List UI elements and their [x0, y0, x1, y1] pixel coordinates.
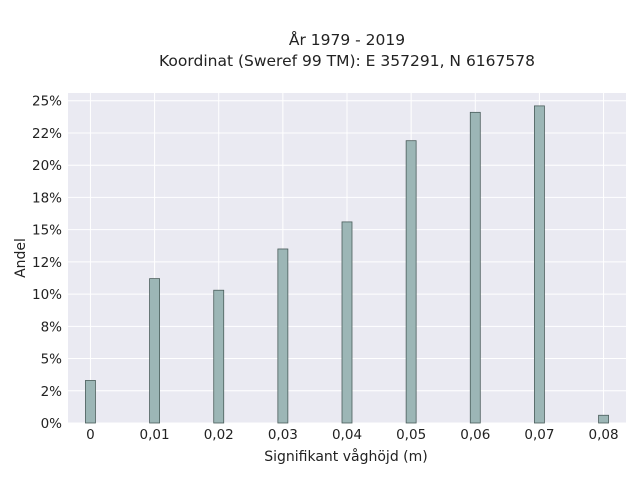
y-tick-label: 22% — [32, 126, 62, 142]
y-tick-label: 25% — [32, 94, 62, 110]
x-tick-label: 0,02 — [204, 427, 234, 443]
x-tick-label: 0,06 — [460, 427, 490, 443]
bar-0-01 — [149, 278, 160, 424]
y-tick-labels: 0% 2% 5% 8% 10% 12% 15% 18% 20% 22% 25% — [32, 94, 62, 432]
bar-0-06 — [469, 111, 481, 424]
y-tick-label: 5% — [41, 352, 63, 368]
y-tick-label: 8% — [41, 319, 63, 335]
y-tick-label: 0% — [41, 416, 63, 432]
x-tick-label: 0,05 — [396, 427, 426, 443]
chart-title-line1: År 1979 - 2019 — [289, 30, 405, 49]
y-tick-label: 2% — [41, 384, 63, 400]
x-tick-label: 0,03 — [268, 427, 298, 443]
x-tick-label: 0 — [86, 427, 95, 443]
x-axis-label: Signifikant våghöjd (m) — [264, 448, 427, 465]
bar-0-07 — [534, 105, 545, 424]
y-tick-label: 10% — [32, 287, 62, 303]
bar-0-04 — [341, 221, 353, 424]
y-tick-label: 20% — [32, 158, 62, 174]
bar-0-03 — [277, 248, 289, 424]
x-tick-label: 0,08 — [589, 427, 619, 443]
y-tick-label: 15% — [32, 223, 62, 239]
x-tick-label: 0,04 — [332, 427, 362, 443]
x-tick-label: 0,07 — [524, 427, 554, 443]
y-axis-label: Andel — [13, 238, 29, 278]
chart-title-line2: Koordinat (Sweref 99 TM): E 357291, N 61… — [159, 52, 535, 70]
bar-0-05 — [405, 140, 417, 424]
y-tick-label: 12% — [32, 255, 62, 271]
y-tick-label: 18% — [32, 190, 62, 206]
bar-0-02 — [213, 289, 225, 424]
bar-0-08 — [598, 414, 609, 424]
bar-0 — [85, 380, 96, 424]
bars — [85, 105, 609, 424]
x-tick-labels: 0 0,01 0,02 0,03 0,04 0,05 0,06 0,07 0,08 — [86, 427, 618, 443]
x-tick-label: 0,01 — [140, 427, 170, 443]
